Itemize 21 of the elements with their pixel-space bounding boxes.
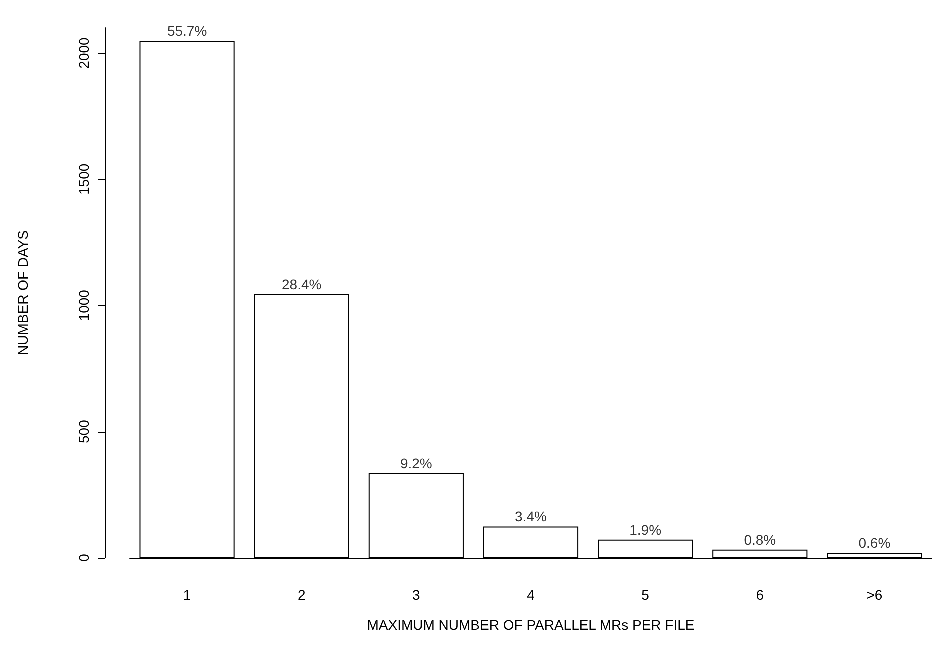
annotation: 55.7% (167, 23, 208, 40)
x-axis-title: MAXIMUM NUMBER OF PARALLEL MRs PER FILE (367, 617, 695, 633)
y-axis-title: NUMBER OF DAYS (15, 230, 31, 356)
x-tick-label: 3 (412, 587, 421, 603)
annotation: 0.6% (858, 534, 891, 551)
y-tick-label: 1000 (76, 290, 92, 322)
x-tick-label: 4 (527, 587, 536, 603)
x-tick-label: >6 (866, 587, 883, 603)
x-tick-label: 5 (642, 587, 650, 603)
y-tick-label: 0 (76, 554, 92, 562)
x-tick-label: 1 (183, 587, 192, 603)
annotation: 1.9% (630, 522, 662, 538)
x-tick-label: 2 (298, 587, 306, 603)
annotation: 0.8% (744, 532, 776, 548)
annotation: 9.2% (400, 455, 432, 472)
annotation: 3.4% (515, 508, 547, 525)
annotation: 28.4% (282, 276, 322, 293)
y-tick-label: 1500 (76, 164, 92, 196)
y-tick-label: 500 (76, 420, 92, 444)
x-tick-label: 6 (756, 587, 764, 603)
y-tick-label: 2000 (76, 37, 92, 69)
